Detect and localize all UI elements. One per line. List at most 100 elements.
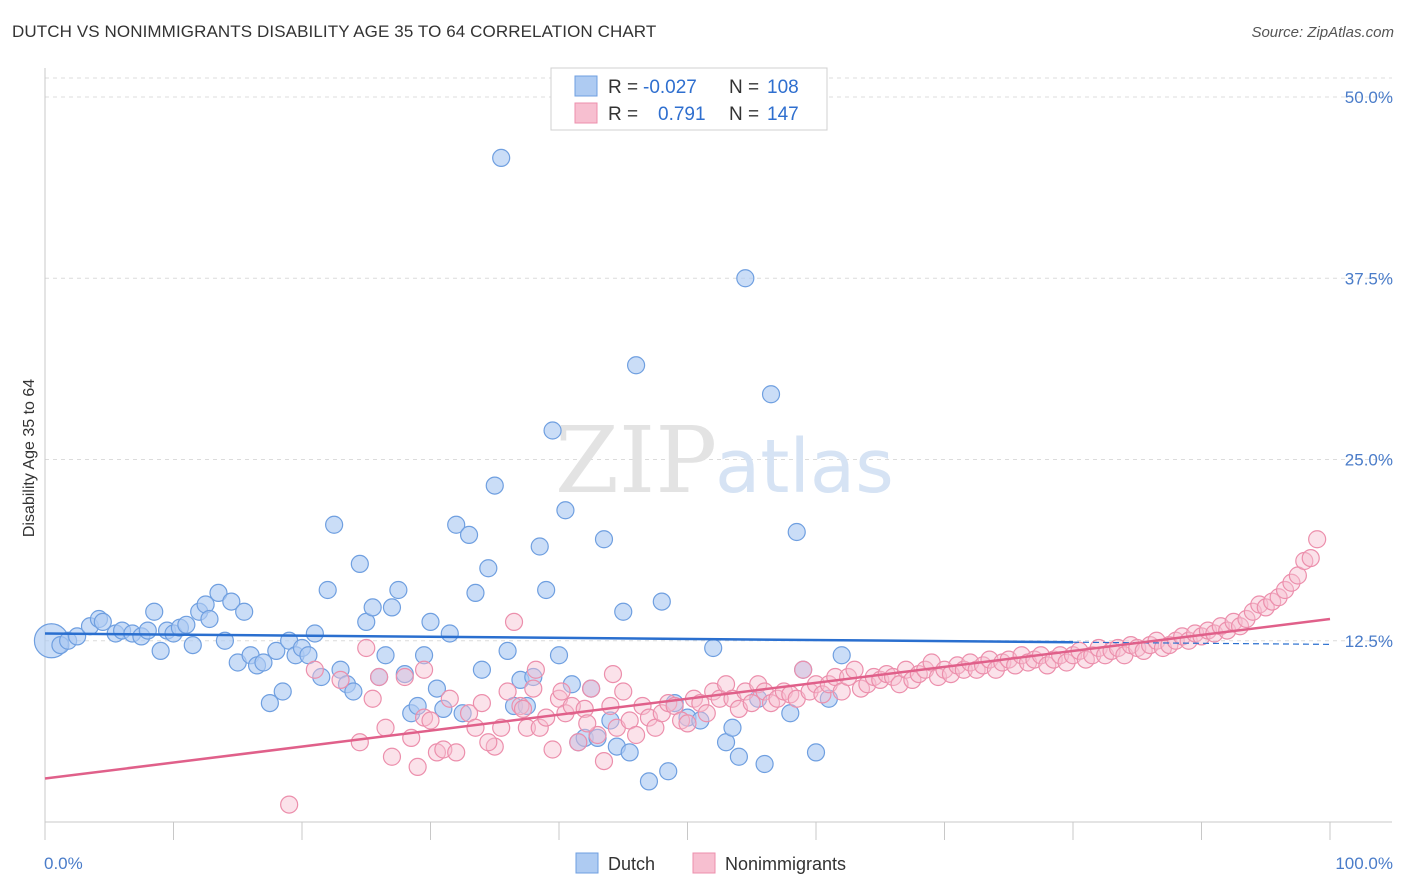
dutch-point bbox=[620, 743, 639, 762]
nonimmigrants-point bbox=[1282, 573, 1301, 592]
dutch-point bbox=[530, 537, 549, 556]
nonimmigrants-point bbox=[530, 718, 549, 737]
dutch-point bbox=[138, 621, 157, 640]
dutch-point bbox=[344, 682, 363, 701]
nonimmigrants-point bbox=[601, 696, 620, 716]
dutch-point bbox=[215, 631, 234, 650]
dutch-point bbox=[235, 602, 254, 621]
nonimmigrants-point bbox=[370, 667, 389, 687]
dutch-point bbox=[312, 667, 331, 687]
dutch-point bbox=[601, 711, 620, 730]
y-tick-label: 50.0% bbox=[1345, 88, 1393, 107]
dutch-point bbox=[408, 696, 427, 716]
legend-n-label-dutch: N = bbox=[729, 77, 759, 98]
nonimmigrants-point bbox=[845, 660, 864, 679]
nonimmigrants-point bbox=[569, 733, 588, 752]
nonimmigrants-point bbox=[447, 743, 466, 762]
trend-lines bbox=[44, 617, 1331, 780]
dutch-point bbox=[562, 675, 581, 694]
dutch-point bbox=[222, 592, 241, 611]
dutch-point bbox=[325, 515, 344, 534]
nonimmigrants-point bbox=[614, 682, 633, 701]
dutch-trend-line bbox=[44, 632, 1074, 644]
dutch-point bbox=[382, 598, 402, 617]
nonimmigrants-point bbox=[440, 689, 459, 708]
dutch-point bbox=[498, 641, 517, 661]
dutch-point bbox=[479, 559, 498, 578]
dutch-point bbox=[466, 583, 485, 603]
source-label: Source: ZipAtlas.com bbox=[1251, 24, 1394, 41]
nonimmigrants-point bbox=[357, 638, 376, 658]
nonimmigrants-point bbox=[1308, 530, 1327, 549]
nonimmigrants-point bbox=[594, 751, 614, 771]
legend-swatch-nonimmigrants bbox=[574, 102, 598, 124]
axes bbox=[44, 68, 1392, 840]
dutch-point bbox=[273, 682, 292, 701]
nonimmigrants-point bbox=[511, 696, 530, 716]
nonimmigrants-point bbox=[305, 660, 324, 679]
nonimmigrants-point bbox=[678, 714, 697, 733]
nonimmigrants-point bbox=[408, 757, 427, 777]
y-tick-label: 25.0% bbox=[1345, 451, 1393, 470]
watermark-zip: ZIP bbox=[555, 407, 717, 514]
dutch-point bbox=[414, 646, 434, 665]
nonimmigrants-point bbox=[363, 689, 382, 708]
nonimmigrants-point bbox=[1083, 646, 1102, 665]
dutch-point bbox=[305, 624, 324, 643]
bottom-legend: Dutch Nonimmigrants bbox=[575, 852, 846, 874]
nonimmigrants-point bbox=[794, 660, 813, 679]
dutch-point bbox=[376, 646, 395, 665]
dutch-point bbox=[543, 421, 562, 440]
dutch-point bbox=[389, 580, 408, 600]
nonimmigrants-point bbox=[331, 670, 350, 690]
dutch-point bbox=[459, 525, 479, 545]
nonimmigrants-point bbox=[626, 725, 646, 745]
dutch-point bbox=[318, 580, 337, 600]
watermark-atlas: atlas bbox=[715, 424, 894, 510]
dutch-point bbox=[200, 609, 219, 629]
dutch-point bbox=[472, 660, 491, 679]
bottom-legend-swatch-dutch bbox=[575, 852, 599, 874]
dutch-point bbox=[453, 704, 472, 723]
dutch-point bbox=[68, 627, 87, 646]
legend: R = -0.027 N = 108 R = 0.791 N = 147 bbox=[550, 67, 828, 131]
nonimmigrants-point bbox=[350, 733, 369, 752]
nonimmigrants-point bbox=[479, 733, 498, 752]
nonimmigrants-point bbox=[472, 693, 491, 713]
dutch-point bbox=[177, 615, 196, 634]
dutch-point bbox=[492, 148, 511, 167]
nonimmigrants-point bbox=[513, 699, 533, 719]
dutch-point bbox=[659, 762, 678, 781]
nonimmigrants-point bbox=[543, 740, 562, 759]
y-axis-label: Disability Age 35 to 64 bbox=[21, 379, 38, 537]
nonimmigrants-point bbox=[414, 660, 434, 679]
y-tick-label: 37.5% bbox=[1345, 269, 1393, 288]
nonimmigrants-point bbox=[504, 612, 524, 632]
nonimmigrants-point bbox=[578, 714, 597, 733]
nonimmigrants-point bbox=[280, 795, 299, 814]
dutch-point bbox=[209, 583, 228, 603]
nonimmigrants-point bbox=[376, 718, 395, 737]
legend-n-value-dutch: 108 bbox=[767, 77, 799, 98]
nonimmigrants-point bbox=[552, 682, 571, 701]
legend-r-label-dutch: R = bbox=[608, 77, 638, 98]
tick-labels: 12.5% 25.0% 37.5% 50.0% 0.0% 100.0% bbox=[44, 88, 1393, 873]
nonimmigrants-series bbox=[280, 530, 1327, 814]
dutch-point bbox=[594, 530, 614, 549]
dutch-point bbox=[434, 699, 453, 719]
nonimmigrants-point bbox=[813, 685, 832, 704]
nonimmigrants-point bbox=[524, 679, 543, 698]
bottom-legend-swatch-nonimmigrants bbox=[692, 852, 716, 874]
legend-n-value-non: 147 bbox=[767, 104, 799, 125]
dutch-point bbox=[485, 476, 504, 495]
nonimmigrants-point bbox=[421, 711, 440, 730]
dutch-point bbox=[626, 356, 646, 375]
nonimmigrants-point bbox=[582, 679, 601, 698]
nonimmigrants-point bbox=[382, 747, 402, 766]
dutch-point bbox=[736, 269, 755, 288]
dutch-point bbox=[145, 602, 164, 621]
dutch-point bbox=[151, 641, 170, 661]
legend-r-value-dutch: -0.027 bbox=[643, 77, 697, 98]
dutch-point bbox=[652, 592, 671, 611]
